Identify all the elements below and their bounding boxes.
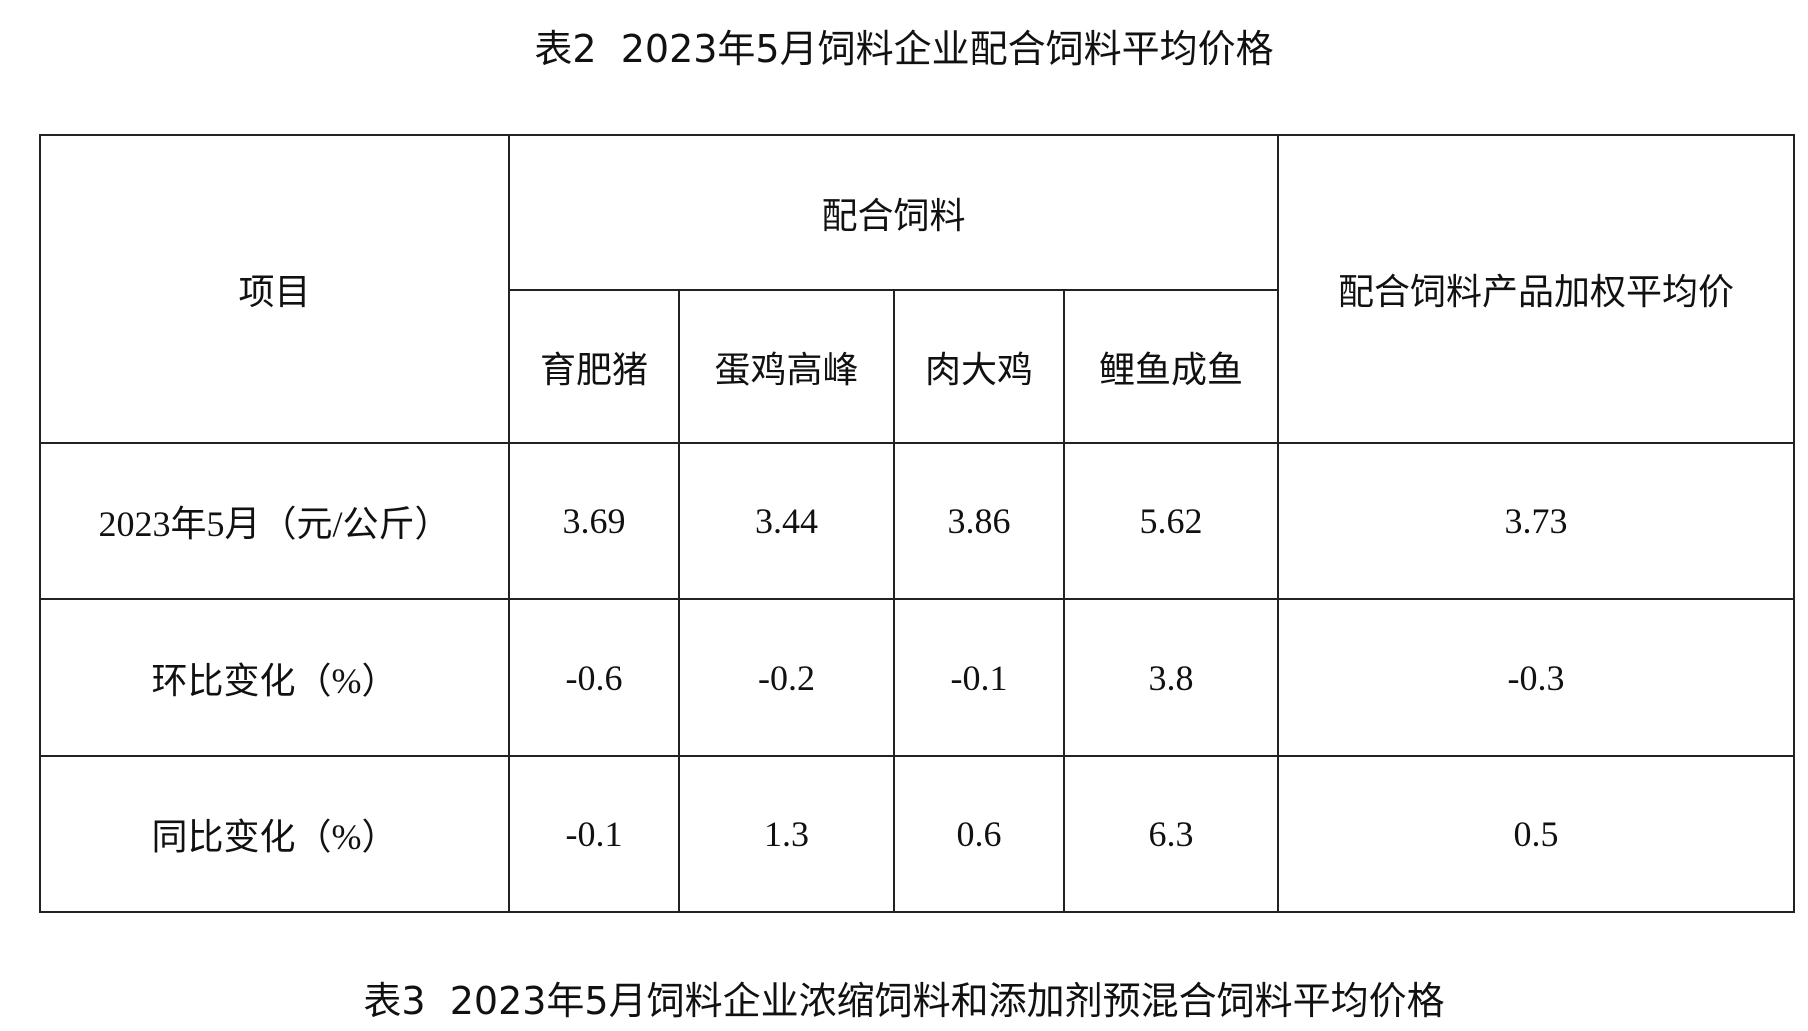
value-cell: 3.8 <box>1063 598 1279 757</box>
header-cell: 配合饲料产品加权平均价 <box>1277 134 1795 444</box>
header-cell: 蛋鸡高峰 <box>678 289 895 444</box>
value-cell: 0.5 <box>1277 755 1795 913</box>
table-title: 表2 2023年5月饲料企业配合饲料平均价格 <box>534 27 1274 71</box>
data-row: 2023年5月（元/公斤） 3.69 3.44 3.86 5.62 3.73 <box>39 442 1795 600</box>
header-cell: 鲤鱼成鱼 <box>1063 289 1279 444</box>
value-cell: -0.1 <box>893 598 1065 757</box>
value-cell: 3.73 <box>1277 442 1795 600</box>
data-row: 同比变化（%） -0.1 1.3 0.6 6.3 0.5 <box>39 755 1795 913</box>
row-label: 同比变化（%） <box>39 755 510 913</box>
value-cell: 1.3 <box>678 755 895 913</box>
value-cell: 3.86 <box>893 442 1065 600</box>
header-cell: 育肥猪 <box>508 289 680 444</box>
value-cell: -0.6 <box>508 598 680 757</box>
value-cell: 0.6 <box>893 755 1065 913</box>
header-cell: 项目 <box>39 134 510 444</box>
next-table-title: 表3 2023年5月饲料企业浓缩饲料和添加剂预混合饲料平均价格 <box>363 979 1445 1023</box>
header-row: 项目 配合饲料 配合饲料产品加权平均价 <box>39 134 1795 444</box>
price-table: 项目 配合饲料 配合饲料产品加权平均价 育肥猪 蛋鸡高峰 肉大鸡 鲤鱼成鱼 2023年… <box>39 134 1795 913</box>
value-cell: 3.44 <box>678 442 895 600</box>
value-cell: -0.1 <box>508 755 680 913</box>
data-row: 环比变化（%） -0.6 -0.2 -0.1 3.8 -0.3 <box>39 598 1795 757</box>
header-row: 育肥猪 蛋鸡高峰 肉大鸡 鲤鱼成鱼 <box>40 289 1794 444</box>
value-cell: -0.3 <box>1277 598 1795 757</box>
value-cell: 5.62 <box>1063 442 1279 600</box>
value-cell: 3.69 <box>508 442 680 600</box>
row-label: 2023年5月（元/公斤） <box>39 442 510 600</box>
table-body: 项目 配合饲料 配合饲料产品加权平均价 育肥猪 蛋鸡高峰 肉大鸡 鲤鱼成鱼 2023年… <box>39 134 1795 913</box>
value-cell: 6.3 <box>1063 755 1279 913</box>
header-cell: 肉大鸡 <box>893 289 1065 444</box>
row-label: 环比变化（%） <box>39 598 510 757</box>
value-cell: -0.2 <box>678 598 895 757</box>
header-cell: 配合饲料 <box>508 134 1279 291</box>
